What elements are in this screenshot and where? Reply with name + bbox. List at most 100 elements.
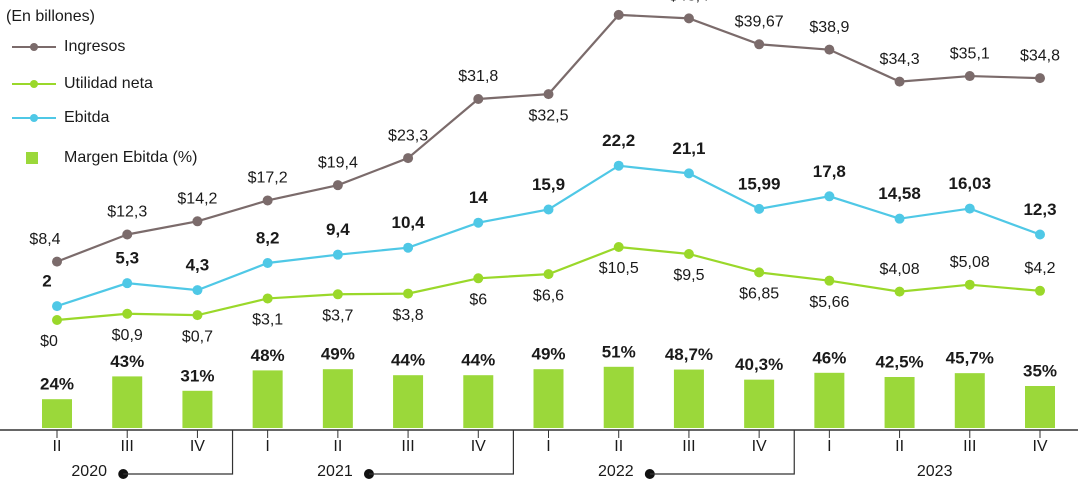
- data-label: $38,9: [809, 19, 849, 36]
- data-label: $0,7: [182, 328, 213, 345]
- data-label: 15,99: [738, 174, 781, 193]
- legend-label: Utilidad neta: [64, 75, 153, 92]
- bar-label: 44%: [391, 351, 425, 370]
- data-label: $6: [469, 292, 487, 309]
- point: [683, 248, 694, 259]
- x-tick-label: II: [614, 438, 623, 455]
- year-label: 2023: [917, 463, 953, 480]
- bar-label: 49%: [321, 345, 355, 364]
- x-tick-label: IV: [190, 438, 205, 455]
- chart-subtitle: (En billones): [6, 8, 95, 25]
- bar-label: 40,3%: [735, 355, 783, 374]
- bar-label: 42,5%: [875, 352, 923, 371]
- data-label: $6,6: [533, 287, 564, 304]
- point: [964, 203, 975, 214]
- legend-label: Ingresos: [64, 38, 125, 55]
- point: [262, 195, 273, 206]
- point: [543, 269, 554, 280]
- x-tick-label: IV: [471, 438, 486, 455]
- x-tick-label: I: [546, 438, 550, 455]
- bar: [252, 370, 283, 428]
- bar: [112, 376, 143, 428]
- data-label: 8,2: [256, 228, 280, 247]
- bar: [322, 369, 353, 428]
- data-label: 21,1: [672, 139, 705, 158]
- data-label: $14,2: [177, 191, 217, 208]
- bar-label: 24%: [40, 375, 74, 394]
- point: [824, 275, 835, 286]
- year-label: 2022: [598, 463, 634, 480]
- bar-label: 35%: [1023, 361, 1057, 380]
- legend-marker: [30, 80, 38, 88]
- legend-swatch: [26, 152, 38, 164]
- x-tick-label: II: [333, 438, 342, 455]
- data-label: 2: [42, 272, 51, 291]
- point: [964, 279, 975, 290]
- bar-label: 44%: [461, 351, 495, 370]
- data-label: 22,2: [602, 131, 635, 150]
- point: [332, 180, 343, 191]
- data-label: $8,4: [29, 231, 60, 248]
- point: [613, 242, 624, 253]
- point: [52, 301, 62, 312]
- point: [543, 89, 554, 100]
- x-tick-label: I: [827, 438, 831, 455]
- data-label: $3,1: [252, 312, 283, 329]
- data-label: 17,8: [813, 162, 846, 181]
- data-label: $9,5: [673, 267, 704, 284]
- x-tick-label: III: [963, 438, 976, 455]
- point: [403, 242, 414, 253]
- bar-label: 45,7%: [946, 349, 994, 368]
- bar: [182, 390, 213, 428]
- point: [122, 278, 133, 289]
- data-label: $34,3: [880, 51, 920, 68]
- bar: [744, 379, 775, 428]
- bar-label: 31%: [180, 366, 214, 385]
- data-label: $19,4: [318, 154, 358, 171]
- point: [403, 153, 414, 164]
- bar: [603, 366, 634, 428]
- legend-label: Margen Ebitda (%): [64, 149, 197, 166]
- data-label: $4,2: [1024, 260, 1055, 277]
- point: [122, 308, 133, 319]
- bar: [814, 372, 845, 428]
- point: [262, 258, 273, 269]
- data-label: 14,58: [878, 184, 921, 203]
- point: [332, 249, 343, 260]
- point: [52, 315, 62, 325]
- legend-label: Ebitda: [64, 109, 109, 126]
- x-tick-label: IV: [1032, 438, 1047, 455]
- x-tick-label: IV: [752, 438, 767, 455]
- point: [192, 310, 203, 321]
- point: [824, 44, 835, 55]
- point: [473, 273, 484, 284]
- point: [824, 191, 835, 202]
- bar: [884, 377, 915, 428]
- bar: [463, 375, 494, 428]
- data-label: $17,2: [248, 170, 288, 187]
- point: [122, 229, 133, 240]
- bar: [673, 369, 704, 428]
- bar: [1025, 386, 1055, 428]
- point: [683, 13, 694, 24]
- legend-marker: [30, 114, 38, 122]
- point: [613, 9, 624, 20]
- bar-label: 43%: [110, 352, 144, 371]
- point: [894, 76, 905, 87]
- data-label: 4,3: [186, 256, 210, 275]
- point: [964, 71, 975, 82]
- data-label: 9,4: [326, 220, 350, 239]
- point: [192, 285, 203, 296]
- data-label: $23,3: [388, 127, 428, 144]
- x-tick-label: III: [682, 438, 695, 455]
- data-label: $0,9: [112, 327, 143, 344]
- data-label: $5,66: [809, 294, 849, 311]
- data-label: $5,08: [950, 254, 990, 271]
- data-label: $39,67: [735, 14, 784, 31]
- point: [262, 293, 273, 304]
- data-label: $35,1: [950, 45, 990, 62]
- x-tick-label: III: [121, 438, 134, 455]
- year-bracket: [368, 430, 514, 475]
- data-label: $43,9: [599, 0, 639, 1]
